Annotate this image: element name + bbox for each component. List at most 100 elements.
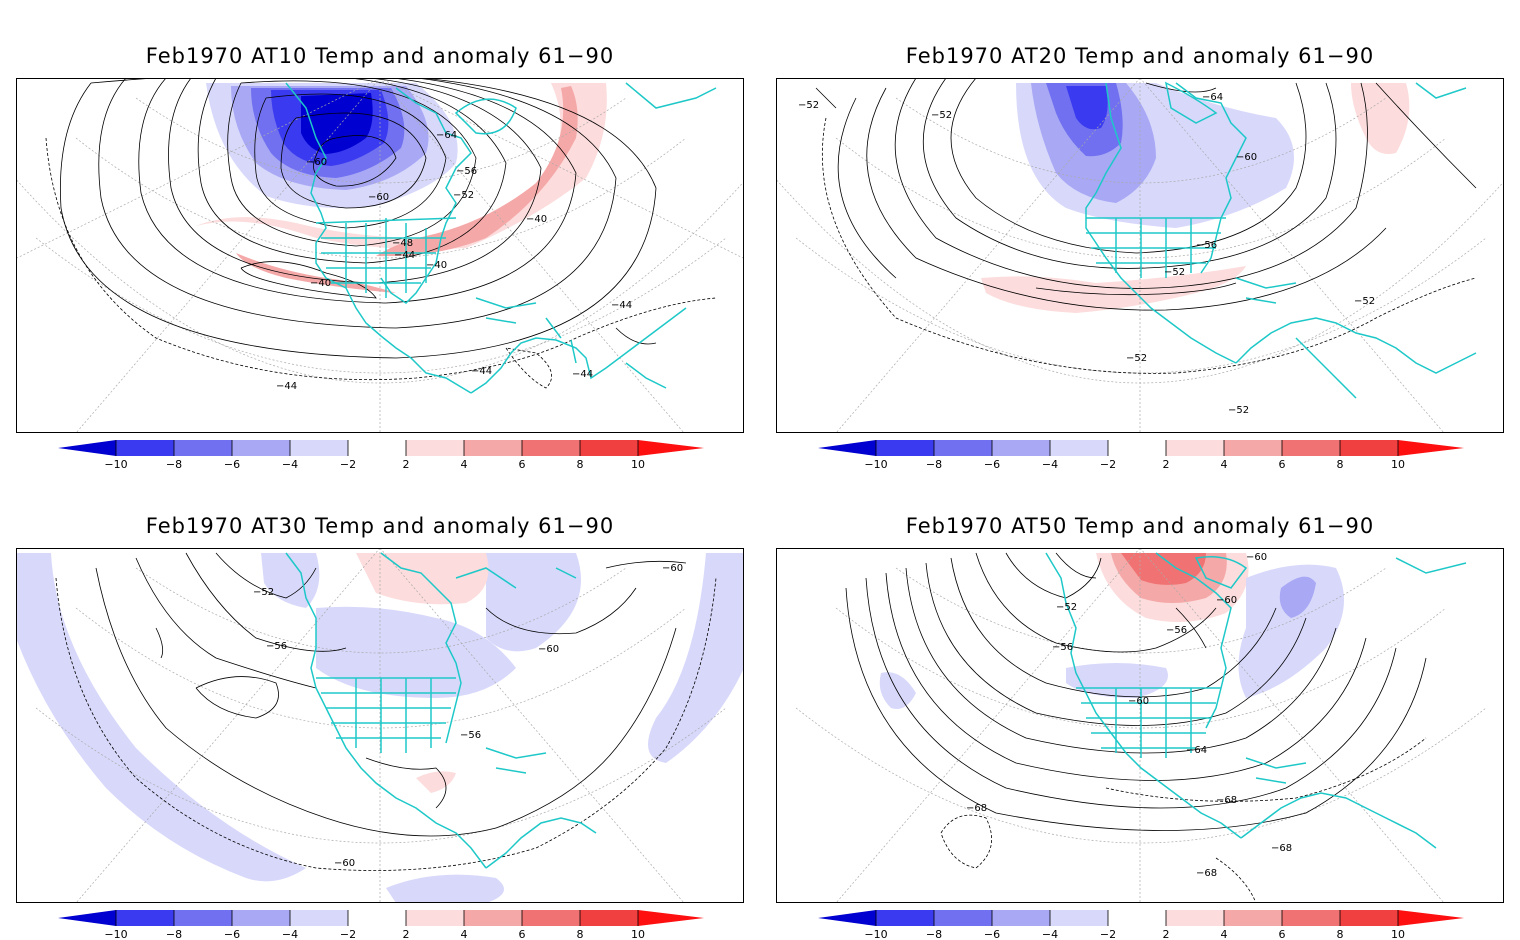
- state-borders: [1076, 687, 1221, 758]
- contour-line: [98, 78, 617, 329]
- colorbar-box: [1050, 910, 1108, 926]
- contour-line: [815, 87, 837, 109]
- colorbar-box: [1282, 910, 1340, 926]
- colorbar-box: [522, 440, 580, 456]
- meridian: [379, 78, 685, 433]
- colorbar-tick: 8: [1337, 458, 1344, 470]
- anomaly-red-2: [356, 553, 489, 605]
- colorbar-box: [1224, 910, 1282, 926]
- contour-label: −52: [798, 100, 819, 111]
- anomaly-blue-1: [1238, 564, 1344, 698]
- contour-line: [1005, 552, 1102, 599]
- contour-line: [950, 557, 1277, 698]
- contour-label: −60: [306, 157, 327, 168]
- contour-line: [940, 814, 993, 869]
- colorbar-box: [1050, 440, 1108, 456]
- caribbean-islands: [475, 297, 537, 324]
- lat-circle: [776, 178, 1504, 384]
- anomaly-red-2: [1351, 83, 1410, 154]
- contour-line: [894, 78, 1368, 289]
- colorbar-tick: 2: [403, 458, 410, 470]
- contour-label: −44: [471, 366, 492, 377]
- coastlines: [1045, 552, 1467, 849]
- colorbar-box: [1166, 910, 1224, 926]
- colorbar-box: [232, 910, 290, 926]
- colorbar-tick: −2: [1100, 928, 1116, 940]
- contour-labels: −52 −56 −60 −60 −56 −60: [253, 563, 683, 869]
- contour-label: −44: [394, 250, 415, 261]
- colorbar-box: [522, 910, 580, 926]
- contour-label: −60: [1128, 696, 1149, 707]
- map-frame: [16, 78, 744, 433]
- colorbar-box: [1340, 440, 1398, 456]
- contour-line: [365, 757, 447, 809]
- africa-coast: [625, 362, 667, 389]
- meridian: [75, 548, 381, 903]
- contour-line: [837, 97, 897, 279]
- contour-line: [845, 587, 1427, 831]
- contour-line: [975, 552, 1217, 653]
- contour-line: [1175, 607, 1207, 649]
- state-borders: [1086, 217, 1226, 278]
- colorbar-box: [290, 440, 348, 456]
- lat-circle: [16, 178, 744, 384]
- anomaly-blue-3: [1066, 663, 1168, 698]
- contour-label: −56: [456, 166, 477, 177]
- colorbar-box: [116, 440, 174, 456]
- coastline-south-america: [1235, 317, 1477, 374]
- contour-line: [505, 347, 553, 389]
- coastline-west: [1085, 82, 1237, 364]
- greenland-coast: [1194, 556, 1248, 589]
- anomaly-shading: [879, 553, 1344, 709]
- colorbar-tick: −4: [282, 928, 298, 940]
- contour-line: [922, 78, 1337, 269]
- contour-line: [95, 567, 677, 837]
- anomaly-blue-2: [261, 553, 320, 608]
- colorbar-tick: 8: [577, 928, 584, 940]
- contour-labels: −60 −64 −60 −56 −52 −48 −44 −40 −40 −40 …: [276, 130, 632, 392]
- contour-line: [950, 78, 1307, 254]
- contour-line: [1055, 552, 1097, 579]
- colorbar-box: [876, 440, 934, 456]
- anomaly-blue-5: [648, 553, 744, 763]
- temperature-contours: [845, 552, 1427, 903]
- contour-label: −48: [392, 238, 413, 249]
- colorbar-tick: −2: [340, 928, 356, 940]
- colorbar-arrow-low: [58, 440, 116, 456]
- map-frame: [776, 548, 1504, 903]
- colorbar-box: [580, 910, 638, 926]
- contour-label: −56: [1196, 240, 1217, 251]
- greenland-coast: [455, 567, 517, 589]
- colorbar: −10 −8 −6 −4 −2 2 4 6 8 10: [818, 910, 1464, 940]
- contour-label: −60: [334, 858, 355, 869]
- colorbar-box: [580, 440, 638, 456]
- colorbar-tick: −8: [926, 458, 942, 470]
- contour-line: [197, 78, 507, 264]
- anomaly-blue-1: [16, 553, 306, 882]
- colorbar-box: [992, 910, 1050, 926]
- contour-label: −68: [1216, 795, 1237, 806]
- colorbar-tick: 10: [1391, 928, 1405, 940]
- colorbar-box: [232, 440, 290, 456]
- anomaly-red-3: [416, 771, 456, 793]
- anomaly-red-2: [376, 86, 578, 257]
- anomaly-blue-3: [316, 606, 516, 698]
- lat-circle: [795, 707, 1487, 844]
- contour-label: −64: [1186, 745, 1207, 756]
- caribbean-arc: [545, 317, 577, 364]
- coastline-east: [380, 552, 462, 744]
- colorbar-tick: −10: [864, 928, 887, 940]
- contour-line: [615, 327, 657, 345]
- caribbean-islands: [485, 747, 547, 774]
- contour-label: −68: [1271, 843, 1292, 854]
- contour-label: −60: [662, 563, 683, 574]
- map-frame: [16, 548, 744, 903]
- contour-line: [821, 117, 1477, 374]
- arctic-islands: [1164, 81, 1218, 124]
- colorbar: −10 −8 −6 −4 −2 2 4 6 8 10: [818, 440, 1464, 470]
- anomaly-shading: [196, 83, 607, 293]
- contour-label: −40: [526, 214, 547, 225]
- caribbean-islands: [1235, 277, 1297, 304]
- colorbar-box: [174, 910, 232, 926]
- map-at10: −60 −64 −60 −56 −52 −48 −44 −40 −40 −40 …: [16, 78, 744, 433]
